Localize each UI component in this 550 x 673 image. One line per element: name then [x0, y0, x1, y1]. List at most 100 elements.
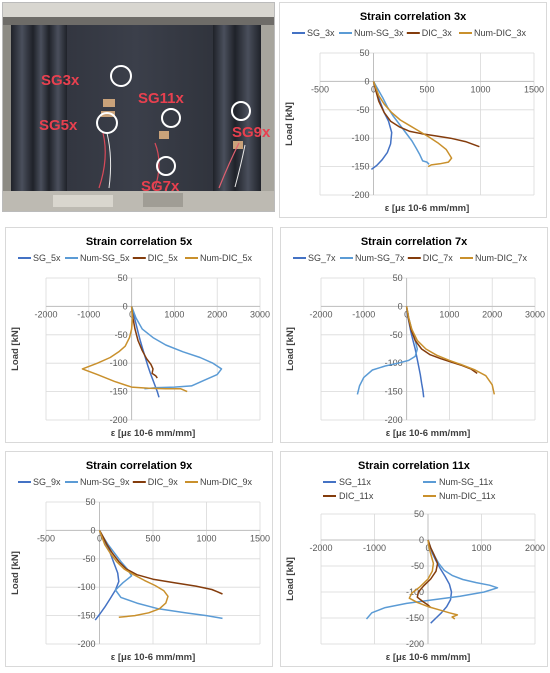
x-tick-label: -2000	[309, 309, 332, 319]
y-tick-label: 50	[414, 509, 424, 519]
photo-label-sg5x: SG5x	[39, 117, 78, 134]
y-axis-label: Load [kN]	[285, 327, 296, 371]
series-line-num-dic-9x	[98, 530, 169, 619]
specimen-photo-drawing: SG3x SG5x SG11x SG9x SG7x	[3, 3, 274, 211]
chart-panel-11x: Strain correlation 11x SG_11x Num-SG_11x DI…	[280, 451, 548, 667]
x-tick-label: 500	[419, 84, 434, 94]
legend-label: Num-SG_7x	[355, 253, 405, 263]
chart-panel-3x: Strain correlation 3x SG_3x Num-SG_3x DIC_3…	[279, 2, 547, 218]
x-tick-label: 2000	[482, 309, 502, 319]
y-tick-label: 0	[398, 301, 403, 311]
legend-label: Num-DIC_3x	[474, 28, 527, 38]
legend-label: SG_7x	[308, 253, 336, 263]
y-tick-label: 0	[419, 535, 424, 545]
y-tick-label: -100	[406, 587, 424, 597]
legend: SG_5x Num-SG_5x DIC_5x Num-DIC_5x	[18, 253, 253, 263]
y-tick-label: -100	[385, 358, 403, 368]
legend-label: Num-DIC_7x	[475, 253, 528, 263]
y-tick-label: -150	[77, 611, 95, 621]
legend-label: SG_5x	[33, 253, 61, 263]
legend-label: DIC_11x	[339, 491, 374, 501]
y-tick-label: -200	[385, 415, 403, 425]
chart-title: Strain correlation 7x	[361, 236, 468, 248]
legend-label: SG_11x	[339, 477, 371, 487]
chart-panel-9x: Strain correlation 9x SG_9x Num-SG_9x DIC_9…	[5, 451, 273, 667]
x-tick-label: 500	[145, 533, 160, 543]
y-tick-label: -50	[390, 330, 403, 340]
legend: SG_7x Num-SG_7x DIC_7x Num-DIC_7x	[293, 253, 528, 263]
photo-label-sg3x: SG3x	[41, 72, 80, 89]
chart-9x: Strain correlation 9x SG_9x Num-SG_9x DIC_9…	[10, 460, 270, 663]
gridlines	[45, 501, 261, 645]
y-tick-label: -100	[110, 358, 128, 368]
series-line-dic-11x	[416, 539, 439, 609]
y-tick-label: -200	[77, 639, 95, 649]
y-tick-label: -200	[351, 190, 369, 200]
y-tick-label: -50	[356, 105, 369, 115]
photo-label-sg11x: SG11x	[138, 90, 185, 107]
x-tick-label: 2000	[207, 309, 227, 319]
y-tick-label: 50	[85, 497, 95, 507]
specimen-photo: SG3x SG5x SG11x SG9x SG7x	[2, 2, 275, 212]
y-tick-label: 0	[364, 76, 369, 86]
legend: SG_3x Num-SG_3x DIC_3x Num-DIC_3x	[292, 28, 527, 38]
y-tick-label: -150	[351, 162, 369, 172]
y-tick-label: -50	[411, 561, 424, 571]
series-line-num-sg-9x	[98, 530, 223, 620]
y-tick-label: -200	[110, 415, 128, 425]
series-line-num-dic-11x	[408, 539, 459, 620]
chart-panel-7x: Strain correlation 7x SG_7x Num-SG_7x DIC_7…	[280, 227, 548, 443]
x-tick-label: -1000	[352, 309, 375, 319]
x-tick-label: 1000	[470, 84, 490, 94]
y-axis-label: Load [kN]	[285, 557, 296, 601]
legend-label: Num-DIC_9x	[200, 477, 253, 487]
chart-title: Strain correlation 11x	[358, 460, 471, 472]
x-tick-label: 1500	[524, 84, 544, 94]
series-line-dic-5x	[130, 306, 158, 379]
x-tick-label: -1000	[363, 543, 386, 553]
legend-label: SG_3x	[307, 28, 335, 38]
y-tick-label: -100	[351, 133, 369, 143]
legend: SG_11x Num-SG_11x DIC_11x Num-DIC_11x	[323, 477, 496, 501]
series-line-num-dic-7x	[405, 306, 496, 395]
x-tick-label: 3000	[250, 309, 270, 319]
y-tick-label: -50	[82, 554, 95, 564]
series-line-sg-11x	[427, 539, 453, 624]
legend: SG_9x Num-SG_9x DIC_9x Num-DIC_9x	[18, 477, 253, 487]
series-line-dic-9x	[98, 530, 223, 595]
y-tick-label: 50	[118, 273, 128, 283]
legend-label: Num-SG_9x	[80, 477, 130, 487]
gridlines	[320, 277, 536, 421]
legend-label: Num-DIC_5x	[200, 253, 253, 263]
x-tick-label: 0	[371, 84, 376, 94]
legend-label: SG_9x	[33, 477, 61, 487]
chart-3x: Strain correlation 3x SG_3x Num-SG_3x DIC_3…	[284, 11, 544, 214]
photo-label-sg7x: SG7x	[141, 178, 180, 195]
legend-label: DIC_7x	[423, 253, 454, 263]
y-tick-label: 50	[359, 48, 369, 58]
x-tick-label: 1000	[196, 533, 216, 543]
y-tick-label: -50	[115, 330, 128, 340]
x-tick-label: 0	[97, 533, 102, 543]
x-axis-label: ε [με 10-6 mm/mm]	[111, 652, 196, 663]
gridlines	[319, 52, 535, 196]
y-axis-label: Load [kN]	[10, 327, 21, 371]
x-tick-label: 1000	[439, 309, 459, 319]
chart-title: Strain correlation 5x	[86, 236, 193, 248]
x-tick-label: 0	[404, 309, 409, 319]
x-axis-label: ε [με 10-6 mm/mm]	[111, 428, 196, 439]
y-tick-label: 0	[90, 525, 95, 535]
chart-7x: Strain correlation 7x SG_7x Num-SG_7x DIC_7…	[285, 236, 545, 439]
x-tick-label: -2000	[309, 543, 332, 553]
y-tick-label: -150	[110, 387, 128, 397]
chart-panel-5x: Strain correlation 5x SG_5x Num-SG_5x DIC_5…	[5, 227, 273, 443]
x-tick-label: -500	[37, 533, 55, 543]
y-tick-label: -100	[77, 582, 95, 592]
x-tick-label: 3000	[525, 309, 545, 319]
legend-label: Num-DIC_11x	[439, 491, 496, 501]
x-tick-label: -2000	[34, 309, 57, 319]
x-axis-label: ε [με 10-6 mm/mm]	[385, 203, 470, 214]
chart-title: Strain correlation 9x	[86, 460, 193, 472]
chart-5x: Strain correlation 5x SG_5x Num-SG_5x DIC_5…	[10, 236, 270, 439]
y-tick-label: -150	[385, 387, 403, 397]
